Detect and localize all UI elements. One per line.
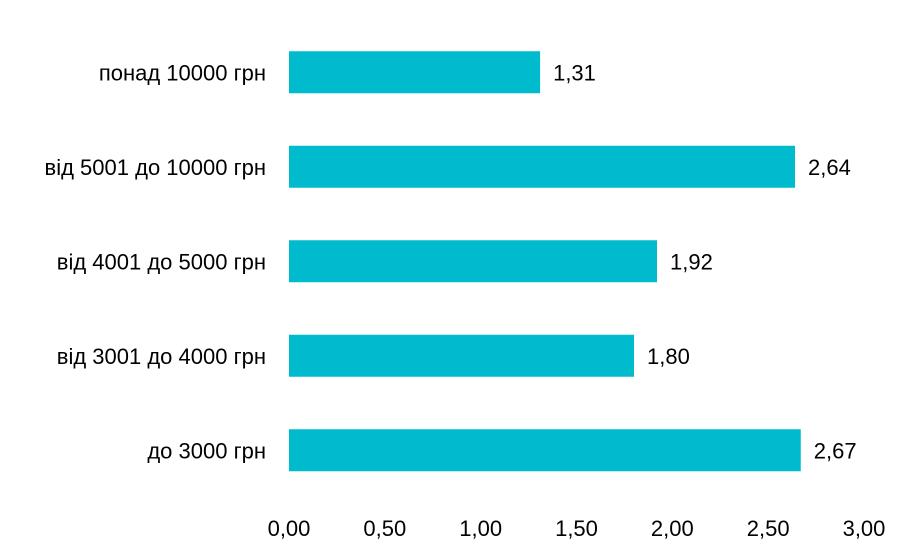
x-tick-label: 2,50	[747, 516, 790, 541]
bar	[289, 51, 541, 94]
category-label: понад 10000 грн	[99, 60, 266, 85]
x-tick-label: 1,00	[459, 516, 502, 541]
category-labels: понад 10000 грн від 5001 до 10000 грн від …	[45, 60, 266, 463]
x-tick-label: 0,00	[268, 516, 311, 541]
data-label: 2,67	[814, 438, 857, 463]
category-label: від 3001 до 4000 грн	[57, 344, 266, 369]
x-axis-tick-labels: 0,00 0,50 1,00 1,50 2,00 2,50 3,00	[268, 516, 886, 541]
x-tick-label: 1,50	[555, 516, 598, 541]
bar	[289, 334, 634, 377]
bar	[289, 145, 795, 188]
bar	[289, 240, 657, 283]
data-label: 2,64	[808, 155, 851, 180]
data-label: 1,80	[647, 344, 690, 369]
data-labels: 1,31 2,64 1,92 1,80 2,67	[553, 60, 856, 463]
bars-group	[289, 51, 801, 472]
x-tick-label: 2,00	[651, 516, 694, 541]
category-label: до 3000 грн	[147, 438, 266, 463]
data-label: 1,92	[670, 249, 713, 274]
category-label: від 5001 до 10000 грн	[45, 155, 266, 180]
x-tick-label: 3,00	[843, 516, 886, 541]
category-label: від 4001 до 5000 грн	[57, 249, 266, 274]
bar	[289, 429, 801, 472]
data-label: 1,31	[553, 60, 596, 85]
x-tick-label: 0,50	[363, 516, 406, 541]
